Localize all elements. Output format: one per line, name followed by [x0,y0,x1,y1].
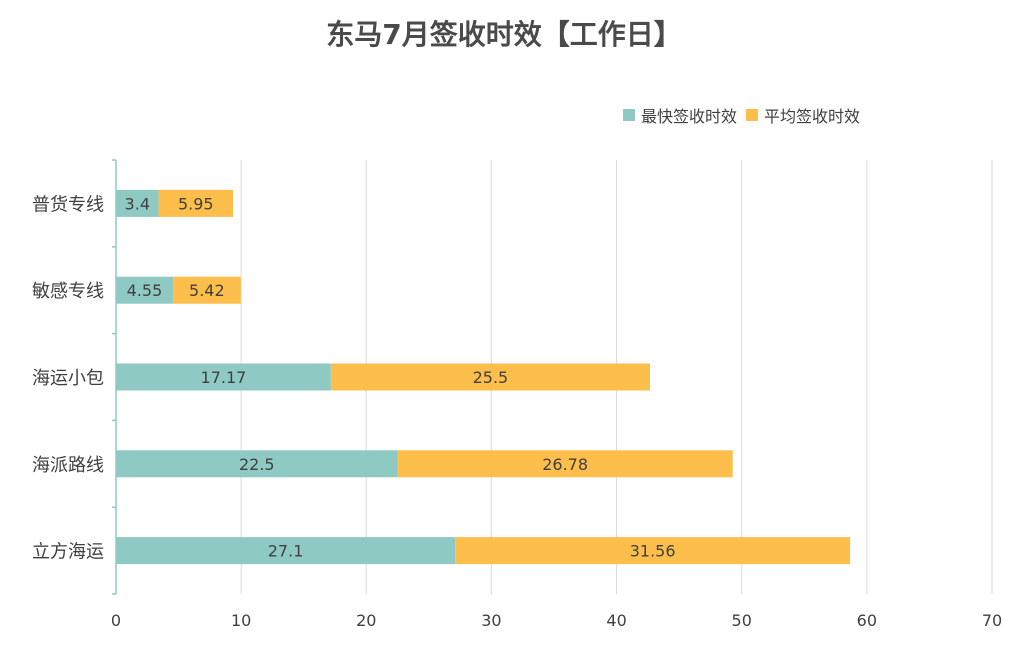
data-label: 17.17 [201,368,247,387]
data-label: 26.78 [542,455,588,474]
chart-title: 东马7月签收时效【工作日】 [326,18,681,51]
data-label: 27.1 [268,542,304,561]
category-label: 立方海运 [32,542,104,563]
bar-series-0-2 [116,363,331,391]
axes [112,159,117,595]
bar-series-1-3 [397,450,733,478]
x-tick-label-40: 40 [606,611,626,630]
x-tick-label-60: 60 [857,611,877,630]
bar-series-0-3 [116,450,398,478]
category-label: 普货专线 [32,194,104,215]
category-label: 海运小包 [32,368,104,389]
x-tick-label-70: 70 [982,611,1002,630]
bar-series-0-0 [116,189,159,217]
x-tick-label-20: 20 [356,611,376,630]
legend-swatch-1 [746,109,758,121]
legend-swatch-0 [623,109,635,121]
x-tick-label-30: 30 [481,611,501,630]
bar-series-1-2 [330,363,650,391]
data-label: 5.95 [178,194,214,213]
x-tick-label-50: 50 [732,611,752,630]
bar-series-1-4 [455,537,851,565]
x-tick-label-10: 10 [231,611,251,630]
data-label: 31.56 [630,542,676,561]
legend-label-1: 平均签收时效 [764,107,860,126]
x-tick-label-0: 0 [111,611,121,630]
data-label: 22.5 [239,455,275,474]
data-label: 5.42 [189,281,225,300]
data-label: 3.4 [125,194,150,213]
data-label: 25.5 [473,368,509,387]
legend: 最快签收时效 平均签收时效 [623,107,860,126]
data-label: 4.55 [127,281,163,300]
bar-series-1-0 [158,189,234,217]
legend-label-0: 最快签收时效 [641,107,737,126]
bar-series-0-4 [116,537,456,565]
bars [116,189,851,565]
category-label: 海派路线 [32,455,104,476]
bar-series-0-1 [116,276,173,304]
category-label: 敏感专线 [32,281,104,302]
bar-series-1-1 [172,276,241,304]
